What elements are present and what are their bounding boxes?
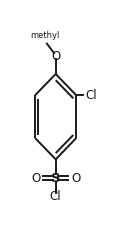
Text: O: O	[31, 172, 40, 185]
Text: O: O	[71, 172, 80, 185]
Text: O: O	[51, 50, 60, 63]
Text: methyl: methyl	[30, 31, 59, 40]
Text: Cl: Cl	[50, 190, 61, 203]
Text: S: S	[51, 172, 61, 185]
Text: Cl: Cl	[85, 89, 97, 102]
